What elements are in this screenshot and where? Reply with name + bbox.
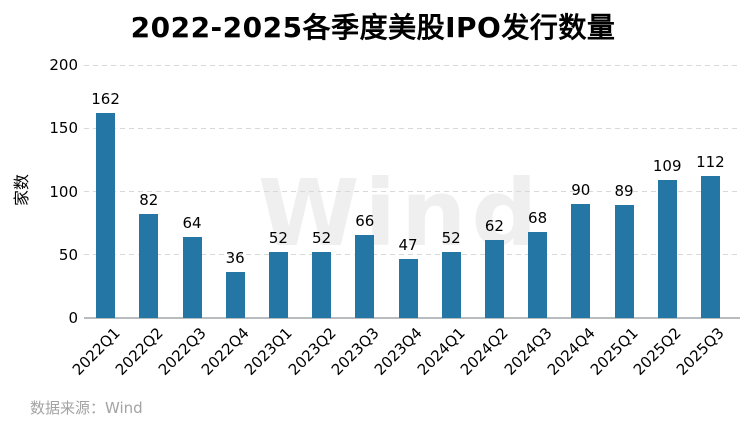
bar-value-label: 62	[484, 216, 504, 235]
chart-title: 2022-2025各季度美股IPO发行数量	[130, 11, 616, 44]
bar-value-label: 66	[355, 211, 375, 230]
bar	[96, 113, 116, 318]
gridline	[84, 254, 740, 256]
bar-value-label: 36	[225, 249, 245, 268]
bar	[700, 176, 720, 318]
bar	[139, 214, 159, 318]
bar	[182, 237, 202, 318]
bar-value-label: 52	[312, 229, 332, 248]
y-axis-tick-label: 200	[49, 56, 78, 74]
bar	[441, 252, 461, 318]
bar-value-label: 52	[441, 229, 461, 248]
bar-value-label: 90	[571, 181, 591, 200]
bar	[657, 180, 677, 318]
bar-value-label: 109	[652, 157, 682, 176]
bar	[225, 272, 245, 318]
bar-value-label: 162	[91, 90, 120, 109]
bar	[571, 204, 591, 318]
bar	[398, 258, 418, 318]
bar-value-label: 89	[614, 182, 634, 201]
bar	[355, 234, 375, 318]
bar	[528, 231, 548, 318]
x-axis-line	[84, 317, 740, 319]
source-note: 数据来源：Wind	[30, 399, 143, 417]
bar	[268, 252, 288, 318]
gridline	[84, 64, 740, 66]
bar	[484, 239, 504, 318]
y-axis-tick-label: 50	[58, 245, 78, 264]
gridline	[84, 191, 740, 192]
x-axis-tick-label: 2025Q3	[673, 324, 729, 379]
bar	[312, 252, 332, 318]
bar-value-label: 64	[182, 214, 202, 233]
gridline	[84, 127, 740, 129]
bar-value-label: 68	[528, 208, 548, 227]
bar-value-label: 47	[398, 235, 418, 254]
bar-value-label: 52	[268, 229, 288, 248]
bar-value-label: 112	[696, 153, 725, 172]
bar-value-label: 82	[139, 191, 159, 210]
y-axis-tick-label: 0	[68, 309, 78, 327]
y-axis-tick-label: 100	[49, 182, 78, 201]
y-axis-tick-label: 150	[49, 119, 78, 138]
bar	[614, 205, 634, 318]
